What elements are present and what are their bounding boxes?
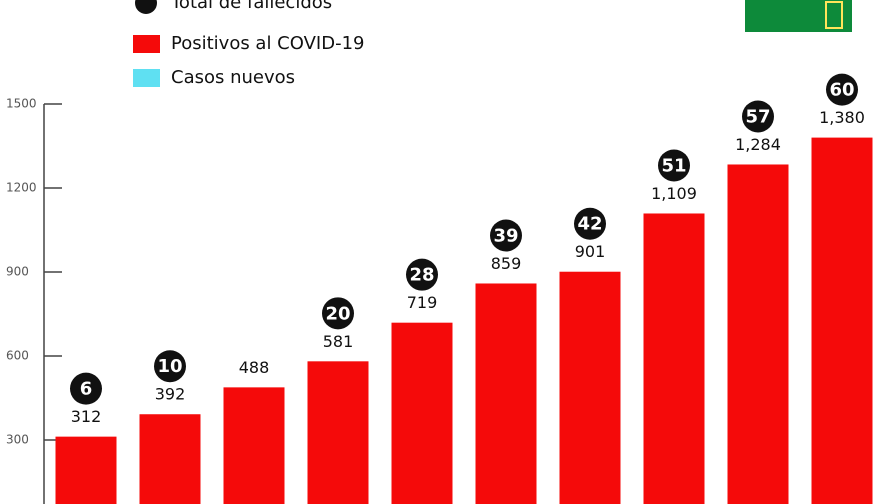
death-badge <box>322 297 354 330</box>
legend-label: Positivos al COVID-19 <box>171 33 364 54</box>
legend-swatch <box>133 35 160 53</box>
death-label: 51 <box>661 155 686 176</box>
legend-label: Total de fallecidos <box>170 0 332 13</box>
y-tick-label: 900 <box>6 265 29 279</box>
value-label: 1,109 <box>651 184 697 203</box>
value-label: 1,380 <box>819 108 865 127</box>
death-badge <box>70 372 102 405</box>
death-badge <box>658 149 690 182</box>
death-badge <box>406 258 438 291</box>
value-label: 901 <box>575 242 606 261</box>
value-label: 719 <box>407 293 438 312</box>
value-label: 1,284 <box>735 135 781 154</box>
death-badge <box>490 219 522 252</box>
death-badge <box>742 100 774 133</box>
logo-icon <box>825 1 843 29</box>
logo <box>745 0 852 32</box>
value-label: 859 <box>491 254 522 273</box>
legend-label: Casos nuevos <box>171 67 295 88</box>
value-label: 488 <box>239 358 270 377</box>
y-tick-label: 300 <box>6 433 29 447</box>
y-tick-label: 1200 <box>6 181 37 195</box>
death-label: 60 <box>829 80 854 101</box>
death-label: 39 <box>493 225 518 246</box>
y-tick-label: 600 <box>6 349 29 363</box>
bar <box>559 271 621 504</box>
bar <box>391 322 453 504</box>
bar <box>223 387 285 504</box>
death-badge <box>574 207 606 240</box>
value-label: 581 <box>323 332 354 351</box>
legend-swatch <box>133 69 160 87</box>
death-label: 6 <box>80 379 93 400</box>
value-label: 312 <box>71 407 102 426</box>
bar <box>55 436 117 504</box>
y-tick-label: 1500 <box>6 97 37 111</box>
death-label: 20 <box>325 303 350 324</box>
bar <box>643 213 705 504</box>
bar <box>139 414 201 504</box>
bar <box>811 137 873 504</box>
bar <box>307 361 369 504</box>
death-label: 57 <box>745 106 770 127</box>
death-badge <box>826 73 858 106</box>
value-label: 392 <box>155 385 186 404</box>
bar <box>727 164 789 504</box>
bar <box>475 283 537 504</box>
legend-swatch <box>135 0 157 14</box>
death-label: 10 <box>157 356 182 377</box>
death-label: 28 <box>409 265 434 286</box>
death-badge <box>154 350 186 383</box>
death-label: 42 <box>577 214 602 235</box>
